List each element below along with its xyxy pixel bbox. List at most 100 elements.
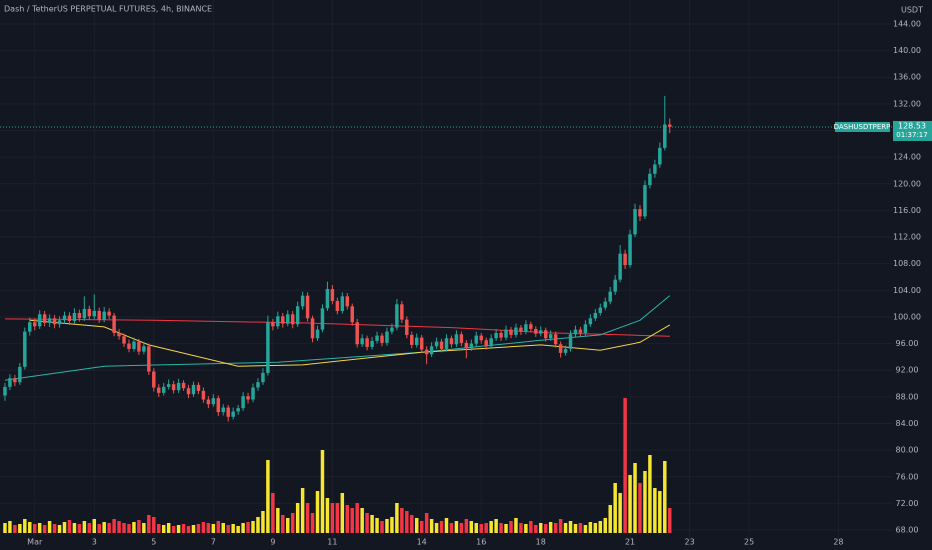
candle-body (350, 306, 354, 323)
volume-bar (201, 522, 206, 533)
candle-body (563, 348, 568, 353)
volume-bar (439, 521, 444, 533)
candle-body (449, 338, 454, 345)
volume-bar (62, 522, 67, 533)
x-tick-label: 11 (327, 538, 337, 547)
volume-bar (608, 505, 612, 533)
candle-body (494, 332, 498, 339)
candle-body (236, 408, 240, 412)
candle-body (266, 322, 270, 373)
candle-body (157, 387, 161, 393)
volume-bar (588, 522, 593, 533)
candle-body (400, 304, 404, 320)
candle-body (390, 327, 394, 332)
volume-bar (365, 513, 369, 533)
candle-body (320, 308, 325, 330)
y-tick-label: 68.00 (896, 526, 919, 535)
candle-body (221, 407, 225, 413)
candle-body (479, 335, 483, 341)
volume-bar (335, 503, 340, 533)
y-tick-label: 144.00 (893, 19, 921, 28)
candle-body (166, 384, 171, 387)
volume-bar (494, 519, 498, 533)
candle-body (578, 329, 583, 333)
moving-average (4, 318, 670, 337)
candle-body (539, 330, 543, 334)
volume-bar (395, 503, 399, 533)
candle-body (18, 366, 22, 383)
x-tick-label: 23 (685, 538, 695, 547)
candle-body (87, 308, 92, 317)
volume-bar (181, 524, 186, 533)
candle-body (444, 338, 449, 349)
candle-body (107, 311, 111, 316)
volume-bar (484, 523, 488, 533)
volume-bar (82, 521, 87, 533)
volume-bar (236, 526, 240, 533)
volume-bar (191, 525, 196, 533)
countdown-label: 01:37:17 (896, 131, 927, 139)
volume-bar (216, 521, 221, 533)
candle-body (514, 327, 518, 335)
volume-bar (28, 522, 32, 533)
candle-body (429, 346, 434, 355)
volume-bar (166, 523, 171, 533)
volume-bar (8, 521, 12, 533)
volume-bar (305, 503, 310, 533)
volume-bar (147, 515, 151, 533)
volume-bar (633, 463, 637, 533)
candle-body (42, 314, 47, 323)
candle-body (380, 335, 384, 343)
volume-bar (211, 524, 216, 533)
candle-body (489, 338, 493, 347)
volume-bar (72, 523, 77, 533)
candle-body (439, 341, 444, 349)
y-tick-label: 72.00 (896, 499, 919, 508)
volume-bar (23, 519, 27, 533)
candle-body (171, 384, 176, 391)
volume-bar (474, 523, 479, 533)
volume-bar (266, 460, 270, 533)
volume-bar (176, 525, 181, 533)
volume-bar (529, 521, 533, 533)
y-tick-label: 84.00 (896, 419, 919, 428)
volume-bar (643, 471, 647, 533)
volume-bar (623, 398, 627, 533)
volume-bar (57, 525, 62, 533)
volume-bar (553, 523, 558, 533)
candle-body (405, 319, 409, 335)
price-tag (893, 120, 932, 141)
y-tick-label: 100.00 (893, 312, 921, 321)
moving-average (29, 319, 671, 367)
candle-body (112, 315, 116, 333)
candle-body (77, 312, 82, 319)
volume-bar (454, 521, 459, 533)
candle-body (459, 334, 464, 343)
candle-body (37, 314, 42, 327)
volume-bar (102, 522, 106, 533)
candle-body (504, 329, 508, 338)
x-tick-label: 16 (476, 538, 486, 547)
candle-body (52, 318, 57, 325)
volume-bar (400, 508, 404, 533)
volume-bar (13, 525, 17, 533)
candle-body (543, 330, 548, 339)
candle-body (499, 332, 503, 338)
candle-body (454, 334, 459, 345)
x-tick-label: 14 (417, 538, 427, 547)
y-tick-label: 124.00 (893, 153, 921, 162)
candle-body (474, 335, 479, 344)
candle-body (152, 371, 156, 388)
candle-body (434, 341, 439, 347)
candle-body (137, 341, 141, 352)
volume-bar (276, 508, 280, 533)
volume-bar (370, 515, 374, 533)
volume-bar (489, 521, 493, 533)
candle-body (13, 378, 17, 383)
volume-bar (380, 521, 384, 533)
candle-body (548, 334, 553, 339)
candle-body (638, 209, 642, 217)
volume-bar (330, 503, 335, 533)
candle-body (509, 329, 513, 335)
volume-bar (132, 522, 136, 533)
